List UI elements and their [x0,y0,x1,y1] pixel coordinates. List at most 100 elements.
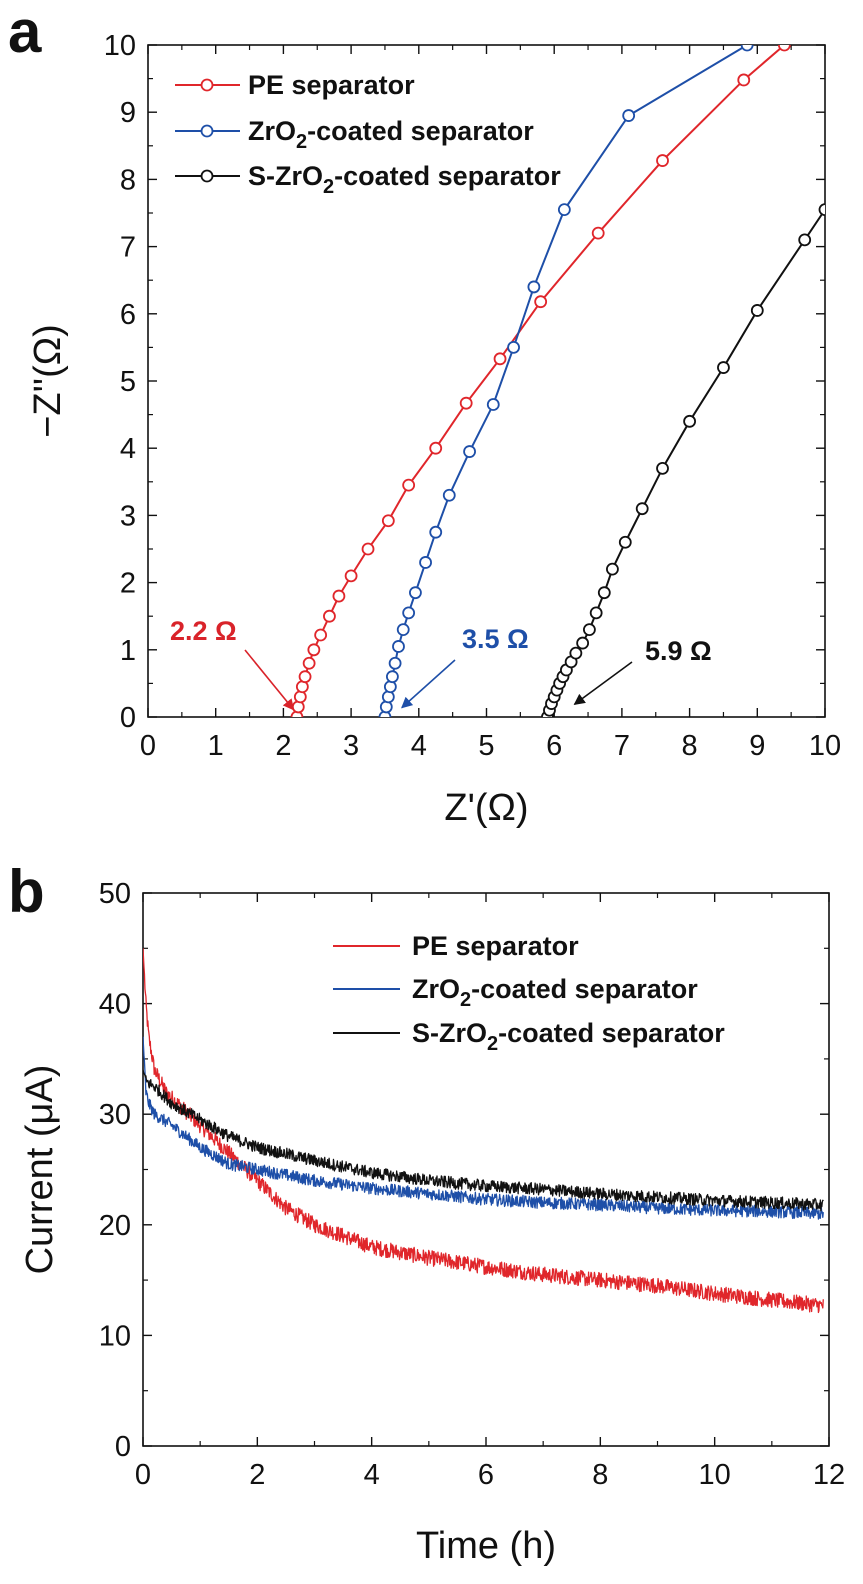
x-tick-label: 8 [592,1459,608,1491]
data-point [656,154,669,167]
annotation-label: 5.9 Ω [645,636,712,666]
legend-label: ZrO2-coated separator [248,116,534,153]
data-point [656,461,669,475]
legend-marker [200,78,214,92]
x-tick-label: 2 [275,730,291,762]
y-tick-label: 4 [120,433,136,465]
data-point [332,589,346,603]
data-point [534,295,548,309]
y-tick-label: 40 [99,989,131,1021]
series-trace [143,1036,824,1220]
y-tick-label: 50 [99,878,131,910]
x-tick-label: 8 [682,730,698,762]
y-tick-label: 0 [120,702,136,734]
data-point [419,556,432,569]
x-tick-label: 0 [140,730,156,762]
data-point [429,525,443,539]
x-tick-label: 0 [135,1459,151,1491]
x-tick-label: 10 [809,730,841,762]
data-point [463,445,476,458]
data-point [591,226,605,240]
legend-marker [200,169,214,183]
y-tick-label: 7 [120,232,136,264]
series-0 [143,948,824,1314]
annotation-arrow [401,659,456,709]
data-point [385,670,399,684]
data-point [606,562,619,576]
series-2 [143,1069,824,1212]
data-point [323,609,336,623]
data-point [527,280,541,294]
data-point [683,414,696,428]
annotation-label: 2.2 Ω [170,616,237,646]
x-tick-label: 10 [699,1459,731,1491]
series-trace [143,1069,824,1212]
legend-marker [200,124,214,138]
data-point [507,340,520,354]
current-time-plot: 0 2 4 6 8 10 12 0 10 20 30 40 50 Time (h) Current (μA)… [19,878,845,1567]
data-point [409,586,422,600]
data-point [361,542,375,556]
data-point [589,606,603,620]
x-tick-label: 1 [208,730,224,762]
series-0 [290,45,791,717]
data-point [392,640,405,653]
data-point [493,352,507,366]
annotation-arrow [244,649,295,711]
legend-label: S-ZrO2-coated separator [412,1018,725,1055]
legend-label: S-ZrO2-coated separator [248,161,561,198]
data-point [379,700,393,714]
data-point [442,488,456,502]
legend-label: ZrO2-coated separator [412,974,698,1011]
y-tick-label: 8 [120,164,136,196]
data-point [740,45,754,52]
data-point [302,656,316,670]
data-point [429,441,443,455]
data-point [798,233,812,247]
annotation-label: 3.5 Ω [462,624,529,654]
data-point [597,586,611,600]
panel-a: a 0 1 2 3 4 5 6 7 8 9 10 0 1 2 3 4 5 6 7 8 9 10 Z'(Ω) −Z''(Ω) PE… [8,0,841,829]
y-tick-label: 5 [120,366,136,398]
x-axis-title: Time (h) [416,1525,556,1567]
data-point [293,690,307,704]
y-tick-label: 3 [120,500,136,532]
x-tick-label: 5 [478,730,494,762]
x-tick-label: 7 [614,730,630,762]
data-point [459,396,473,410]
legend-label: PE separator [412,931,579,961]
data-point [314,628,328,642]
data-point [486,398,500,411]
annotations: 2.2 Ω 3.5 Ω 5.9 Ω [170,616,712,711]
legend-label: PE separator [248,70,415,100]
data-point [737,73,751,87]
impedance-plot: 0 1 2 3 4 5 6 7 8 9 10 0 1 2 3 4 5 6 7 8 9 10 Z'(Ω) −Z''(Ω) PE s… [27,30,841,829]
data-point [576,636,590,650]
panel-letter-b: b [8,858,45,925]
series-1 [378,45,754,717]
legend: PE separator ZrO2-coated separator S-ZrO2-… [333,931,725,1055]
annotation-arrow [573,661,633,705]
x-tick-label: 4 [411,730,427,762]
y-tick-label: 1 [120,635,136,667]
data-point [383,680,397,694]
y-tick-label: 10 [104,30,136,62]
data-point [381,690,395,704]
data-point [622,109,636,122]
y-tick-label: 0 [115,1431,131,1463]
x-tick-label: 4 [364,1459,380,1491]
x-tick-label: 12 [813,1459,845,1491]
data-point [618,535,632,549]
data-point [569,646,583,660]
data-point [717,361,730,374]
y-tick-label: 20 [99,1210,131,1242]
data-point [381,514,395,528]
y-axis-title: −Z''(Ω) [27,324,69,438]
y-tick-label: 10 [99,1320,131,1352]
series-1 [143,1036,824,1220]
data-point [818,203,825,217]
data-point [298,670,312,684]
legend: PE separator ZrO2-coated separator S-ZrO2-… [175,70,561,198]
x-tick-label: 9 [749,730,765,762]
y-tick-label: 2 [120,568,136,600]
